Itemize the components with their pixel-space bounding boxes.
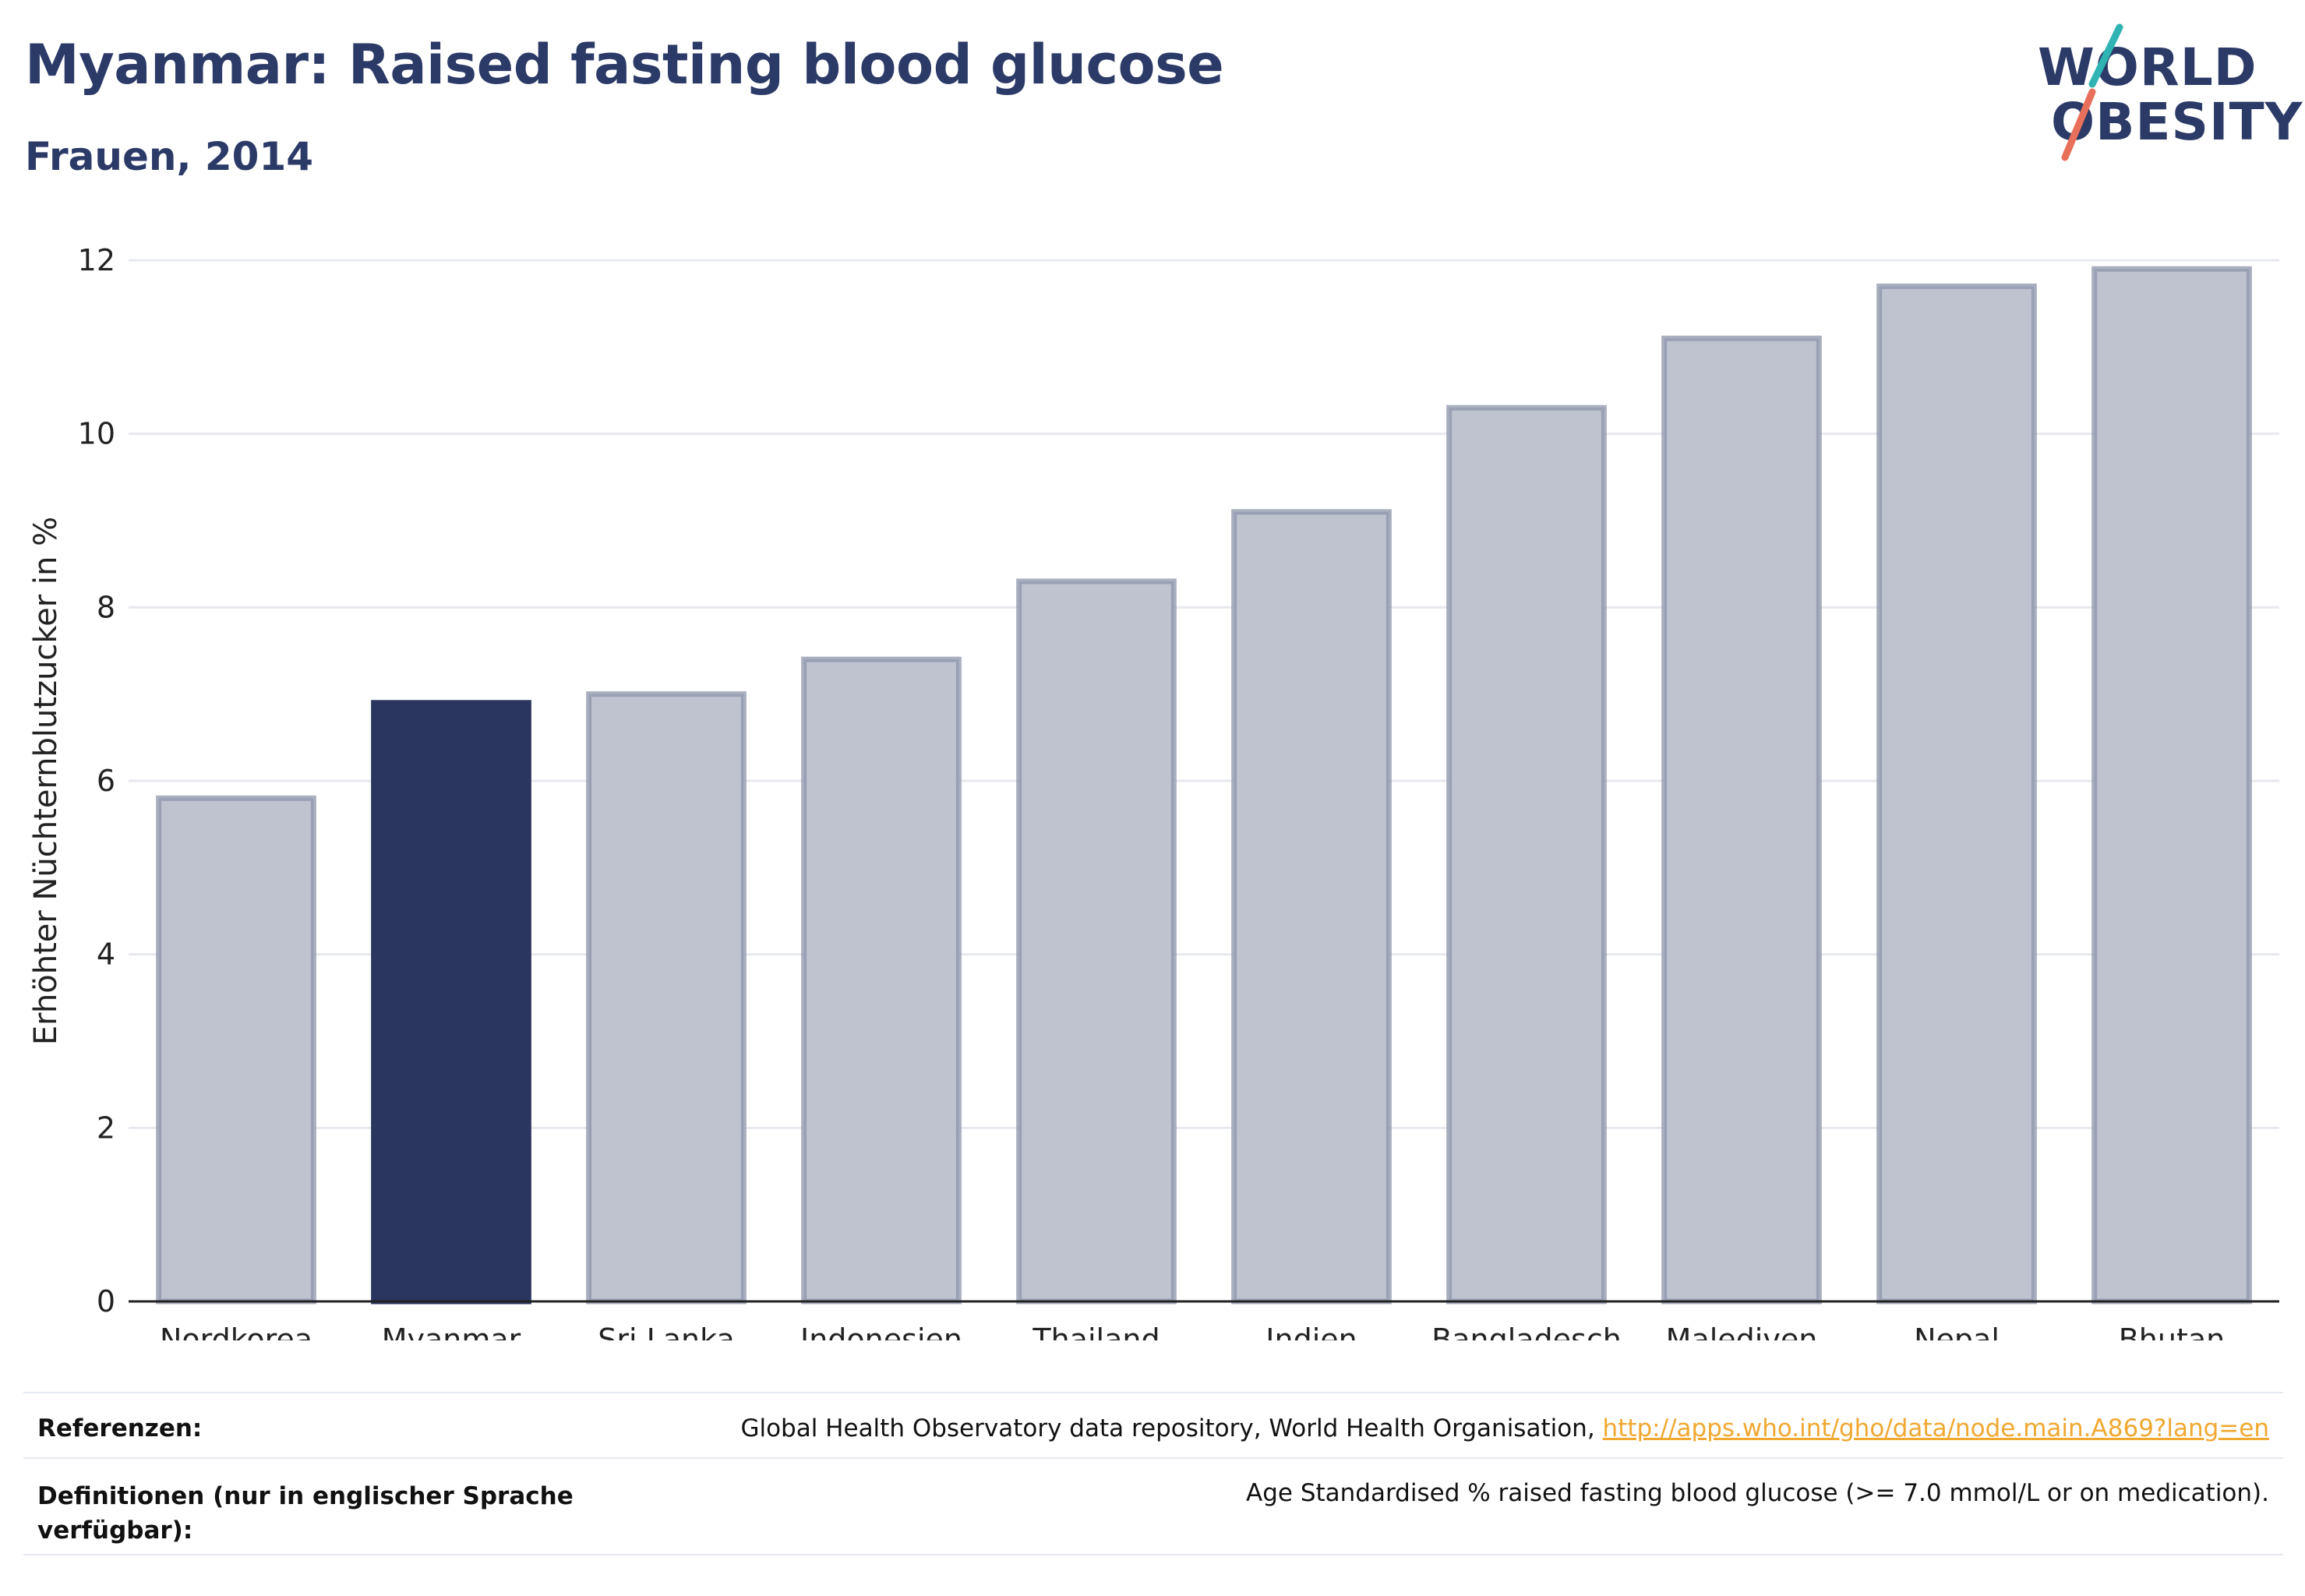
definitions-label-line2: verfügbar): <box>37 1517 193 1545</box>
y-tick-label: 0 <box>97 1284 115 1319</box>
bar-thailand <box>1016 578 1177 1305</box>
definitions-value: Age Standardised % raised fasting blood … <box>1246 1479 2269 1507</box>
references-top-divider <box>23 1392 2283 1393</box>
references-value: Global Health Observatory data repositor… <box>740 1414 2269 1442</box>
x-axis-ticks: Nordkorea Myanmar Sri Lanka Indonesien Thail… <box>160 1322 2225 1340</box>
y-tick-label: 8 <box>97 590 115 624</box>
x-tick-label: Malediven <box>1666 1322 1818 1340</box>
y-tick-label: 6 <box>97 764 115 798</box>
x-tick-label: Nepal <box>1914 1322 2000 1340</box>
y-axis-label: Erhöhter Nüchternblutzucker in % <box>28 517 64 1045</box>
x-tick-label: Myanmar <box>382 1322 521 1340</box>
logo-slash-icon <box>2061 23 2123 161</box>
logo-word-world: WORLD <box>2038 37 2257 97</box>
y-tick-label: 2 <box>97 1110 115 1145</box>
x-tick-label: Bangladesch <box>1431 1322 1622 1340</box>
y-tick-label: 10 <box>78 417 115 451</box>
bar-chart: 0 2 4 6 8 10 12 Nordkorea Myanmar Sri Lanka Indon… <box>28 243 2279 1340</box>
x-tick-label: Bhutan <box>2119 1322 2226 1340</box>
chart-title: Myanmar: Raised fasting blood glucose <box>25 33 1224 97</box>
references-label: Referenzen: <box>37 1414 203 1442</box>
world-obesity-logo: WORLD OBESITY <box>2034 23 2302 164</box>
y-tick-label: 4 <box>97 937 115 972</box>
bar-nordkorea <box>156 795 316 1305</box>
x-tick-label: Nordkorea <box>160 1322 312 1340</box>
bar-indonesien <box>801 656 962 1305</box>
chart-bars <box>156 266 2252 1305</box>
x-tick-label: Thailand <box>1032 1322 1160 1340</box>
bar-nepal <box>1876 283 2037 1305</box>
x-tick-label: Sri Lanka <box>598 1322 735 1340</box>
references-source-text: Global Health Observatory data repositor… <box>740 1414 1603 1442</box>
definitions-label-line1: Definitionen (nur in englischer Sprache <box>37 1482 574 1510</box>
bar-bhutan <box>2091 266 2252 1305</box>
logo-word-obesity: OBESITY <box>2051 92 2303 152</box>
x-tick-label: Indien <box>1265 1322 1357 1340</box>
bar-malediven <box>1661 335 1822 1305</box>
chart-subtitle: Frauen, 2014 <box>25 134 314 179</box>
references-bottom-divider <box>23 1554 2283 1555</box>
bar-sri-lanka <box>586 691 747 1305</box>
bar-indien <box>1231 509 1392 1305</box>
bar-myanmar <box>371 700 531 1305</box>
y-axis-ticks: 0 2 4 6 8 10 12 <box>78 243 115 1319</box>
x-tick-label: Indonesien <box>800 1322 962 1340</box>
y-tick-label: 12 <box>78 243 115 277</box>
definitions-label: Definitionen (nur in englischer Sprache … <box>37 1479 574 1548</box>
bar-bangladesch <box>1446 404 1607 1305</box>
references-middle-divider <box>23 1457 2283 1459</box>
references-link[interactable]: http://apps.who.int/gho/data/node.main.A… <box>1602 1414 2269 1442</box>
